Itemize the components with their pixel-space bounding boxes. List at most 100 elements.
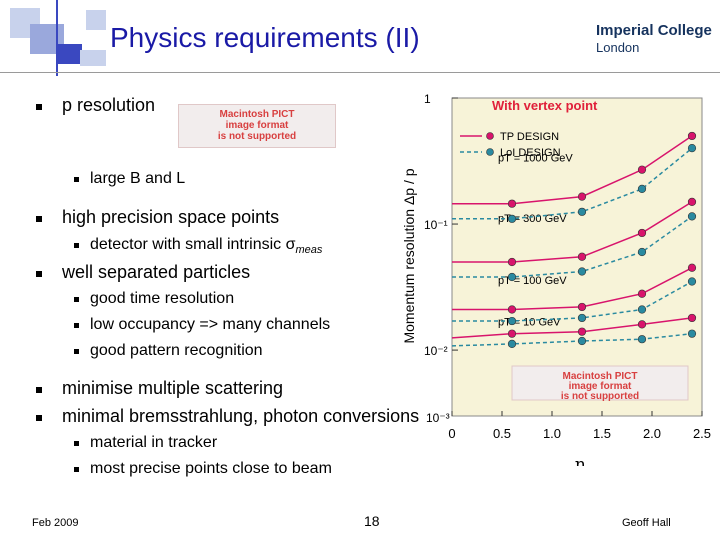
placeholder-line: is not supported	[217, 131, 297, 142]
bullet-marker	[36, 415, 42, 421]
chart-title: With vertex point	[492, 98, 598, 113]
college-logo-city: London	[596, 40, 640, 55]
decor-square	[80, 50, 106, 66]
bullet-text: well separated particles	[62, 262, 251, 282]
data-point	[687, 277, 697, 286]
data-point	[637, 305, 647, 314]
series-line	[452, 215, 693, 278]
bullet-text: low occupancy => many channels	[90, 316, 331, 333]
bullet-text: good time resolution	[90, 290, 235, 307]
x-tick-label: 2.0	[643, 426, 661, 441]
bullet-marker	[74, 467, 79, 472]
data-point	[577, 336, 587, 346]
bullet-text: good pattern recognition	[90, 342, 263, 359]
college-logo-name: Imperial College	[596, 22, 712, 39]
legend-marker	[486, 148, 494, 156]
data-point	[507, 272, 517, 282]
data-point	[637, 335, 647, 344]
chart-svg: 1 10⁻¹ 10⁻² 10⁻³0 0.5 1.0 1.5 2.0 2.5 η Momentum r…	[401, 92, 711, 475]
data-point	[687, 263, 697, 272]
pt-annotation: pT = 1000 GeV	[498, 153, 573, 165]
bullet-text-sub: meas	[295, 244, 323, 257]
data-point	[687, 197, 697, 206]
x-tick-label: 1.0	[543, 426, 561, 441]
bullet-marker	[74, 243, 79, 248]
data-point	[687, 131, 697, 141]
data-point	[687, 313, 697, 323]
data-point	[687, 144, 697, 153]
data-point	[687, 329, 697, 338]
unsupported-image-placeholder: Macintosh PICT image format is not suppo…	[178, 104, 336, 148]
data-point	[577, 302, 587, 312]
page-title: Physics requirements (II)	[110, 22, 420, 53]
data-point	[577, 207, 587, 216]
data-point	[687, 212, 697, 221]
data-point	[507, 214, 517, 223]
data-point	[637, 247, 647, 257]
bullet-text-main: detector with small intrinsic σ	[90, 236, 296, 253]
bullet-text: detector with small intrinsic σmeas	[90, 236, 322, 256]
y-axis-label: Momentum resolution Δp / p	[401, 168, 417, 343]
x-tick-label: 1.5	[593, 426, 611, 441]
placeholder-line: Macintosh PICT	[562, 371, 637, 382]
data-point	[577, 327, 587, 336]
placeholder-line: Macintosh PICT	[219, 109, 295, 120]
legend-entry: LoI DESIGN	[500, 147, 561, 159]
footer-date: Feb 2009	[32, 517, 79, 529]
data-point	[577, 192, 587, 201]
data-point	[637, 289, 647, 298]
pt-annotation: pT = 10 GeV	[498, 317, 561, 329]
data-point	[507, 316, 517, 326]
bullet-text: material in tracker	[90, 434, 218, 451]
bullet-marker	[74, 177, 79, 182]
placeholder-line: image format	[225, 120, 289, 131]
decor-square	[86, 10, 106, 30]
bullet-text: minimal bremsstrahlung, photon conversio…	[62, 406, 420, 426]
x-tick-label: 0.5	[493, 426, 511, 441]
x-tick-label: 2.5	[693, 426, 711, 441]
x-tick-label: 0	[448, 426, 455, 441]
bullet-marker	[74, 441, 79, 446]
pt-annotation: pT = 300 GeV	[498, 213, 567, 225]
bullet-marker	[36, 104, 42, 110]
bullet-text: most precise points close to beam	[90, 460, 332, 477]
x-axis-label: η	[575, 455, 585, 466]
decor-vline	[56, 0, 58, 76]
bullet-marker	[74, 349, 79, 354]
bullet-text: high precision space points	[62, 207, 280, 227]
y-tick-label: 10⁻¹	[424, 218, 448, 232]
data-point	[507, 257, 517, 267]
data-point	[637, 165, 647, 174]
bullet-marker	[36, 271, 42, 277]
bullet-text: large B and L	[90, 170, 186, 187]
data-point	[507, 329, 517, 338]
data-point	[637, 184, 647, 194]
y-tick-label: 1	[424, 92, 431, 106]
data-point	[507, 339, 517, 348]
footer-author: Geoff Hall	[622, 517, 671, 529]
placeholder-line: is not supported	[561, 391, 639, 402]
y-tick-label: 10⁻²	[424, 344, 448, 358]
legend-marker	[486, 132, 494, 140]
data-point	[507, 199, 517, 208]
legend-entry: TP DESIGN	[500, 131, 559, 143]
data-point	[577, 313, 587, 323]
chart-image-placeholder	[511, 365, 689, 401]
footer-page-number: 18	[364, 513, 380, 529]
bullet-marker	[36, 387, 42, 393]
data-point	[577, 252, 587, 261]
bullet-text: p resolution	[62, 95, 156, 115]
data-point	[577, 267, 587, 276]
data-point	[637, 320, 647, 329]
data-point	[507, 305, 517, 314]
bullet-marker	[74, 297, 79, 302]
bullet-marker	[74, 323, 79, 328]
header-divider	[0, 72, 720, 73]
series-line	[451, 332, 693, 347]
bullet-text: minimise multiple scattering	[62, 378, 284, 398]
y-tick-label: 10⁻³	[426, 411, 450, 425]
data-point	[637, 228, 647, 238]
placeholder-line: image format	[569, 381, 632, 392]
bullet-marker	[36, 216, 42, 222]
momentum-resolution-chart: 1 10⁻¹ 10⁻² 10⁻³ 0 0.5 1.0 1.5 2.0 2.5 η Momentum r…	[400, 76, 712, 475]
